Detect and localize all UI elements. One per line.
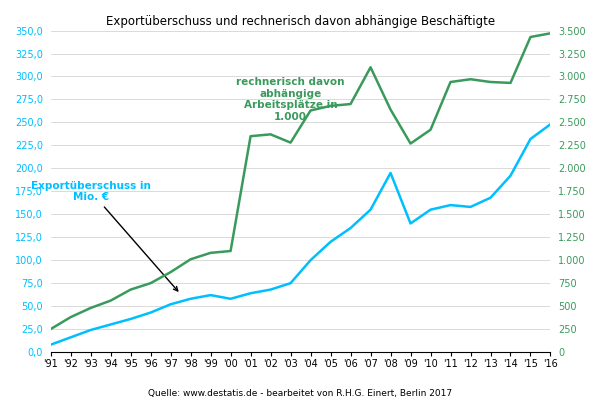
Text: rechnerisch davon
abhängige
Arbeitsplätze in
1.000: rechnerisch davon abhängige Arbeitsplätz… (236, 77, 345, 122)
Text: Quelle: www.destatis.de - bearbeitet von R.H.G. Einert, Berlin 2017: Quelle: www.destatis.de - bearbeitet von… (148, 389, 453, 398)
Text: Exportüberschuss in
Mio. €: Exportüberschuss in Mio. € (31, 180, 178, 291)
Title: Exportüberschuss und rechnerisch davon abhängige Beschäftigte: Exportüberschuss und rechnerisch davon a… (106, 15, 495, 28)
